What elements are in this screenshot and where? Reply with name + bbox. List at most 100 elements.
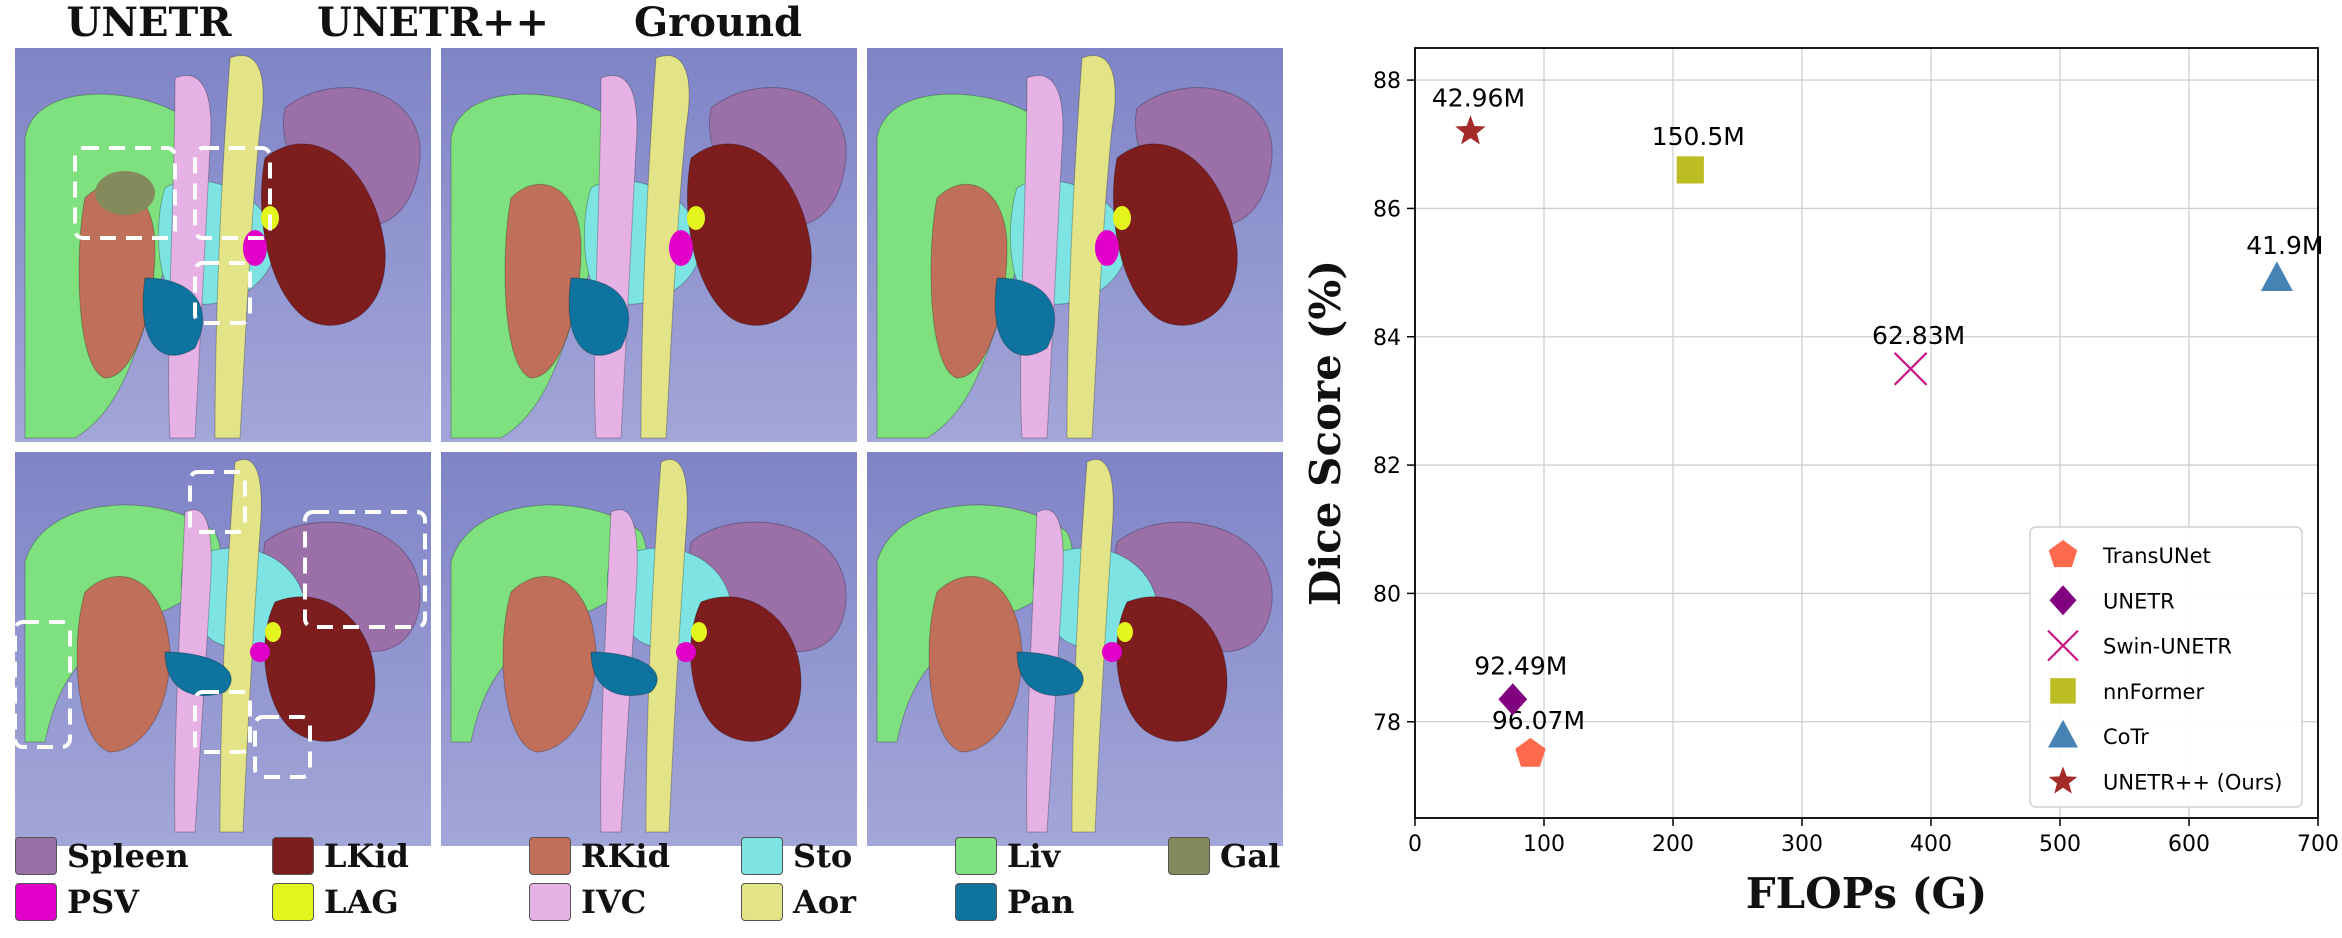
aorta-shape	[645, 459, 688, 833]
chart-legend-label: TransUNet	[2102, 544, 2211, 568]
segmentation-render	[15, 452, 431, 846]
data-label: 62.83M	[1872, 321, 1965, 350]
scatter-plot: 0 100 200 300 400 500 600 700 78 80 82 84 86 88 FLOPs …	[1301, 47, 2339, 918]
legend-swatch	[15, 837, 57, 875]
segmentation-render	[441, 48, 857, 442]
chart-legend-label: Swin-UNETR	[2103, 635, 2232, 659]
y-tick-label: 82	[1373, 454, 1401, 479]
legend-label: IVC	[581, 883, 647, 921]
highlight-box	[193, 146, 272, 240]
legend-label: LKid	[324, 837, 409, 875]
right-kidney-shape	[76, 576, 171, 753]
legend-entry-lkid: LKid	[272, 834, 409, 878]
y-axis-label: Dice Score (%)	[1301, 260, 1350, 606]
segmentation-panel-unetrpp-row1	[441, 48, 857, 442]
pancreas-shape	[590, 651, 658, 697]
legend-entry-ivc: IVC	[529, 880, 646, 924]
chart-legend-label: UNETR++ (Ours)	[2103, 771, 2282, 795]
legend-label: Gal	[1220, 837, 1281, 875]
segmentation-render	[867, 452, 1283, 846]
x-tick-label: 200	[1652, 832, 1694, 857]
marker-diamond	[1498, 683, 1528, 716]
x-tick-label: 700	[2297, 832, 2339, 857]
segmentation-render	[441, 452, 857, 846]
data-label: 150.5M	[1652, 122, 1745, 151]
aorta-shape	[1071, 459, 1114, 833]
legend-swatch	[955, 883, 997, 921]
organ-segmentation-figure: UNETR UNETR++ Ground Truth Spleen LKid RKi…	[0, 0, 1290, 934]
legend-swatch	[529, 883, 571, 921]
lag-shape	[1117, 622, 1133, 642]
right-kidney-shape	[502, 576, 597, 753]
marker-pentagon	[1515, 737, 1546, 767]
psv-shape	[1102, 642, 1122, 662]
aorta-shape	[214, 55, 264, 439]
left-kidney-shape	[264, 596, 376, 742]
legend-entry-gal: Gal	[1168, 834, 1280, 878]
marker-pentagon	[2048, 540, 2078, 568]
pancreas-shape	[568, 277, 630, 356]
x-tick-label: 300	[1781, 832, 1823, 857]
segmentation-render	[867, 48, 1283, 442]
legend-swatch	[15, 883, 57, 921]
gallbladder-shape	[95, 171, 155, 215]
organ-legend: Spleen LKid RKid Sto Liv Gal PSV LAG IVC Aor Pan	[0, 828, 1290, 934]
marker-x-stroke	[1893, 352, 1928, 386]
chart-legend-label: CoTr	[2103, 725, 2149, 749]
y-tick-label: 86	[1373, 197, 1401, 222]
legend-label: Sto	[793, 837, 853, 875]
legend-label: LAG	[324, 883, 399, 921]
data-point-unetr-ours: 42.96M	[1432, 83, 1525, 145]
marker-star	[1455, 115, 1486, 145]
psv-shape	[676, 642, 696, 662]
legend-swatch	[955, 837, 997, 875]
segmentation-panel-ground-truth-row1	[867, 48, 1283, 442]
legend-entry-lag: LAG	[272, 880, 399, 924]
data-label: 96.07M	[1492, 706, 1585, 735]
marker-triangle	[2260, 261, 2293, 291]
legend-swatch	[741, 837, 783, 875]
legend-label: Spleen	[67, 837, 189, 875]
chart-legend-entry: nnFormer	[2050, 678, 2204, 704]
highlight-box	[73, 146, 177, 240]
x-axis-label: FLOPs (G)	[1746, 869, 1987, 918]
legend-swatch	[272, 883, 314, 921]
marker-square	[1676, 156, 1704, 184]
right-kidney-shape	[504, 183, 582, 379]
legend-entry-pan: Pan	[955, 880, 1074, 924]
psv-shape	[243, 230, 267, 266]
data-label: 41.9M	[2246, 231, 2323, 260]
data-point-swin-unetr: 62.83M	[1872, 321, 1965, 386]
segmentation-panel-unetrpp-row2	[441, 452, 857, 846]
marker-star	[2048, 766, 2078, 794]
segmentation-render	[15, 48, 431, 442]
data-point-nnformer: 150.5M	[1652, 122, 1745, 184]
legend-swatch	[529, 837, 571, 875]
data-label: 92.49M	[1474, 651, 1567, 680]
highlight-box	[303, 510, 427, 629]
legend-entry-rkid: RKid	[529, 834, 670, 878]
aorta-shape	[219, 459, 262, 833]
legend-label: RKid	[581, 837, 670, 875]
right-kidney-shape	[928, 576, 1023, 753]
aorta-shape	[1066, 55, 1116, 439]
psv-shape	[250, 642, 270, 662]
psv-shape	[669, 230, 693, 266]
legend-label: Aor	[793, 883, 857, 921]
y-tick-label: 80	[1373, 582, 1401, 607]
x-tick-label: 100	[1523, 832, 1565, 857]
chart-legend-label: UNETR	[2103, 589, 2175, 613]
data-point-unetr: 92.49M	[1474, 651, 1567, 716]
legend-swatch	[272, 837, 314, 875]
left-kidney-shape	[1116, 596, 1228, 742]
psv-shape	[1095, 230, 1119, 266]
pancreas-shape	[994, 277, 1056, 356]
segmentation-panel-unetr-row2	[15, 452, 431, 846]
data-point-transunet: 96.07M	[1492, 706, 1585, 767]
pancreas-shape	[164, 651, 232, 697]
dice-vs-flops-chart: 0 100 200 300 400 500 600 700 78 80 82 84 86 88 FLOPs …	[1290, 0, 2342, 934]
segmentation-panel-ground-truth-row2	[867, 452, 1283, 846]
x-tick-label: 0	[1408, 832, 1422, 857]
x-tick-label: 400	[1910, 832, 1952, 857]
y-tick-label: 88	[1373, 69, 1401, 94]
